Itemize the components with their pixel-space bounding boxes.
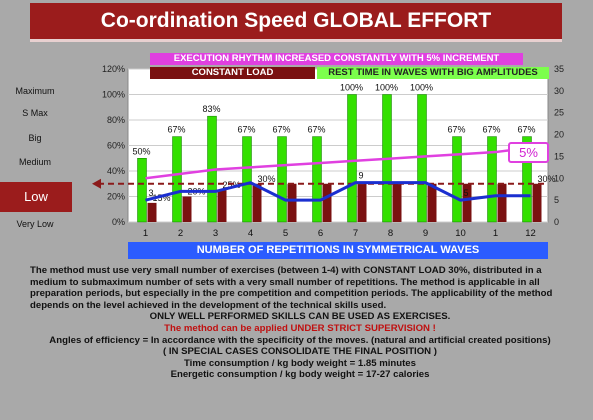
arrow-head-icon — [92, 178, 101, 189]
x-tick-label: 6 — [318, 228, 323, 239]
bar-green — [242, 136, 252, 223]
row-label-big: Big — [28, 133, 42, 143]
bar-green — [277, 136, 287, 223]
band-execution-rhythm: EXECUTION RHYTHM INCREASED CONSTANTLY WI… — [150, 53, 523, 65]
bar-darkred-label: 30% — [537, 174, 555, 184]
bar-green-label: 100% — [375, 83, 398, 93]
row-label-low: Low — [0, 182, 72, 212]
x-tick-label: 1 — [493, 228, 498, 239]
right-tick-label: 15 — [554, 151, 564, 161]
bar-green-label: 67% — [482, 125, 500, 135]
band-constant-load: CONSTANT LOAD — [150, 67, 315, 79]
bar-green — [137, 158, 147, 223]
bar-darkred-label: 15% — [152, 193, 170, 203]
left-tick-label: 100% — [102, 90, 125, 100]
right-tick-label: 35 — [554, 64, 564, 74]
bar-green-label: 67% — [517, 125, 535, 135]
bar-darkred — [532, 183, 542, 222]
left-tick-label: 120% — [102, 64, 125, 74]
description-p2: ONLY WELL PERFORMED SKILLS CAN BE USED A… — [149, 311, 451, 323]
description-p4: Angles of efficiency = In accordance wit… — [49, 334, 551, 346]
x-tick-label: 2 — [178, 228, 183, 239]
bar-darkred — [217, 190, 227, 222]
bar-darkred — [462, 183, 472, 222]
band-rest-time: REST TIME IN WAVES WITH BIG AMPLITUDES — [317, 67, 549, 79]
right-tick-label: 5 — [554, 195, 559, 205]
series-blue-label: 9 — [359, 171, 364, 181]
bar-green-label: 67% — [307, 125, 325, 135]
left-tick-label: 20% — [107, 192, 125, 202]
bar-darkred — [182, 196, 192, 222]
series-line-blue — [145, 181, 531, 202]
bar-darkred — [287, 183, 297, 222]
chart-plot: 0%20%40%60%80%100%120%0510152025303550%6… — [92, 64, 564, 239]
bar-green-label: 83% — [202, 104, 220, 114]
right-tick-label: 10 — [554, 173, 564, 183]
right-tick-label: 0 — [554, 217, 559, 227]
bar-darkred — [357, 183, 367, 222]
x-tick-label: 1 — [143, 228, 148, 239]
bar-green-label: 67% — [272, 125, 290, 135]
band-repetitions: NUMBER OF REPETITIONS IN SYMMETRICAL WAV… — [128, 242, 548, 259]
bar-darkred — [252, 183, 262, 222]
x-tick-label: 4 — [248, 228, 253, 239]
bar-green — [522, 136, 532, 223]
bar-darkred-label: 25% — [222, 180, 240, 190]
description-p1: The method must use very small number of… — [30, 265, 553, 311]
bar-green — [417, 94, 427, 223]
left-tick-label: 40% — [107, 166, 125, 176]
chart-title: Co-ordination Speed GLOBAL EFFORT — [30, 3, 562, 42]
row-label-smax: S Max — [22, 108, 48, 118]
right-tick-label: 20 — [554, 130, 564, 140]
bar-green-label: 67% — [167, 125, 185, 135]
bar-green — [347, 94, 357, 223]
percent-badge: 5% — [508, 142, 549, 163]
left-tick-label: 60% — [107, 141, 125, 151]
bar-darkred — [427, 183, 437, 222]
bar-green — [452, 136, 462, 223]
x-tick-label: 8 — [388, 228, 393, 239]
bar-darkred — [392, 183, 402, 222]
series-line-magenta — [145, 146, 531, 180]
bar-darkred-label: 30% — [257, 174, 275, 184]
bar-darkred — [322, 183, 332, 222]
x-tick-label: 12 — [525, 228, 536, 239]
bar-green — [312, 136, 322, 223]
x-tick-label: 7 — [353, 228, 358, 239]
bar-green — [487, 136, 497, 223]
left-tick-label: 80% — [107, 115, 125, 125]
right-tick-label: 30 — [554, 86, 564, 96]
row-label-very-low: Very Low — [16, 219, 54, 229]
series-blue-label: 3 — [149, 188, 154, 198]
description-p6: Time consumption / kg body weight = 1.85… — [184, 357, 416, 369]
bar-green-label: 67% — [237, 125, 255, 135]
bar-green — [172, 136, 182, 223]
x-tick-label: 5 — [283, 228, 288, 239]
row-label-medium: Medium — [18, 157, 51, 167]
x-tick-label: 3 — [213, 228, 218, 239]
description-p5: ( IN SPECIAL CASES CONSOLIDATE THE FINAL… — [163, 346, 437, 358]
description-text: The method must use very small number of… — [30, 265, 570, 381]
right-tick-label: 25 — [554, 108, 564, 118]
description-p7: Energetic consumption / kg body weight =… — [170, 369, 430, 381]
bar-green-label: 50% — [132, 146, 150, 156]
bar-green-label: 100% — [410, 83, 433, 93]
bar-green-label: 100% — [340, 83, 363, 93]
x-tick-label: 9 — [423, 228, 428, 239]
bar-darkred — [497, 183, 507, 222]
bar-darkred — [147, 202, 157, 222]
bar-green-label: 67% — [447, 125, 465, 135]
series-blue-label: 5 — [464, 188, 469, 198]
description-p3: The method can be applied UNDER STRICT S… — [164, 322, 436, 334]
left-tick-label: 0% — [112, 217, 125, 227]
row-label-maximum: Maximum — [15, 86, 55, 96]
x-tick-label: 10 — [455, 228, 466, 239]
